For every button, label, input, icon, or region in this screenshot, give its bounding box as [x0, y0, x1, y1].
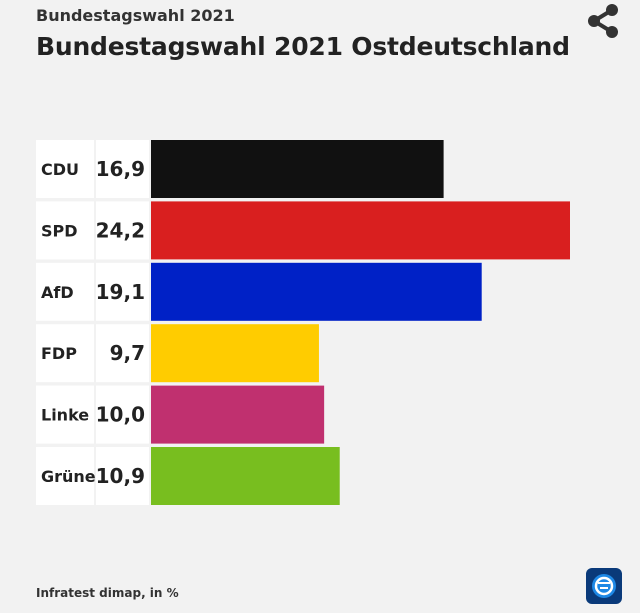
source-note: Infratest dimap, in % — [36, 586, 179, 600]
chart-title: Bundestagswahl 2021 Ostdeutschland — [36, 32, 570, 61]
value-label-cell — [96, 324, 149, 383]
party-label: CDU — [41, 160, 79, 179]
bar — [151, 262, 482, 321]
value-label-cell — [96, 262, 149, 321]
party-label-cell — [36, 140, 94, 198]
tagesschau-logo — [586, 568, 622, 604]
bar — [151, 140, 444, 198]
party-label: AfD — [41, 283, 74, 302]
party-label: SPD — [41, 221, 78, 240]
party-label-cell — [36, 201, 94, 260]
value-label: 19,1 — [96, 280, 145, 304]
party-label-cell — [36, 447, 94, 505]
value-label-cell — [96, 447, 149, 505]
chart-kicker: Bundestagswahl 2021 — [36, 6, 235, 25]
bar — [151, 385, 325, 444]
party-label: FDP — [41, 344, 77, 363]
value-label-cell — [96, 201, 149, 260]
value-label: 9,7 — [110, 341, 145, 365]
bar — [151, 324, 319, 383]
value-label-cell — [96, 385, 149, 444]
party-label: Linke — [41, 406, 89, 425]
value-label: 24,2 — [96, 218, 145, 242]
party-label: Grüne — [41, 467, 96, 486]
party-label-cell — [36, 324, 94, 383]
value-label: 10,0 — [96, 403, 145, 427]
share-icon[interactable] — [584, 2, 624, 40]
value-label-cell — [96, 140, 149, 198]
bar — [151, 447, 340, 505]
value-label: 10,9 — [96, 464, 145, 488]
party-label-cell — [36, 385, 94, 444]
bar — [151, 201, 570, 260]
party-label-cell — [36, 262, 94, 321]
value-label: 16,9 — [96, 157, 145, 181]
